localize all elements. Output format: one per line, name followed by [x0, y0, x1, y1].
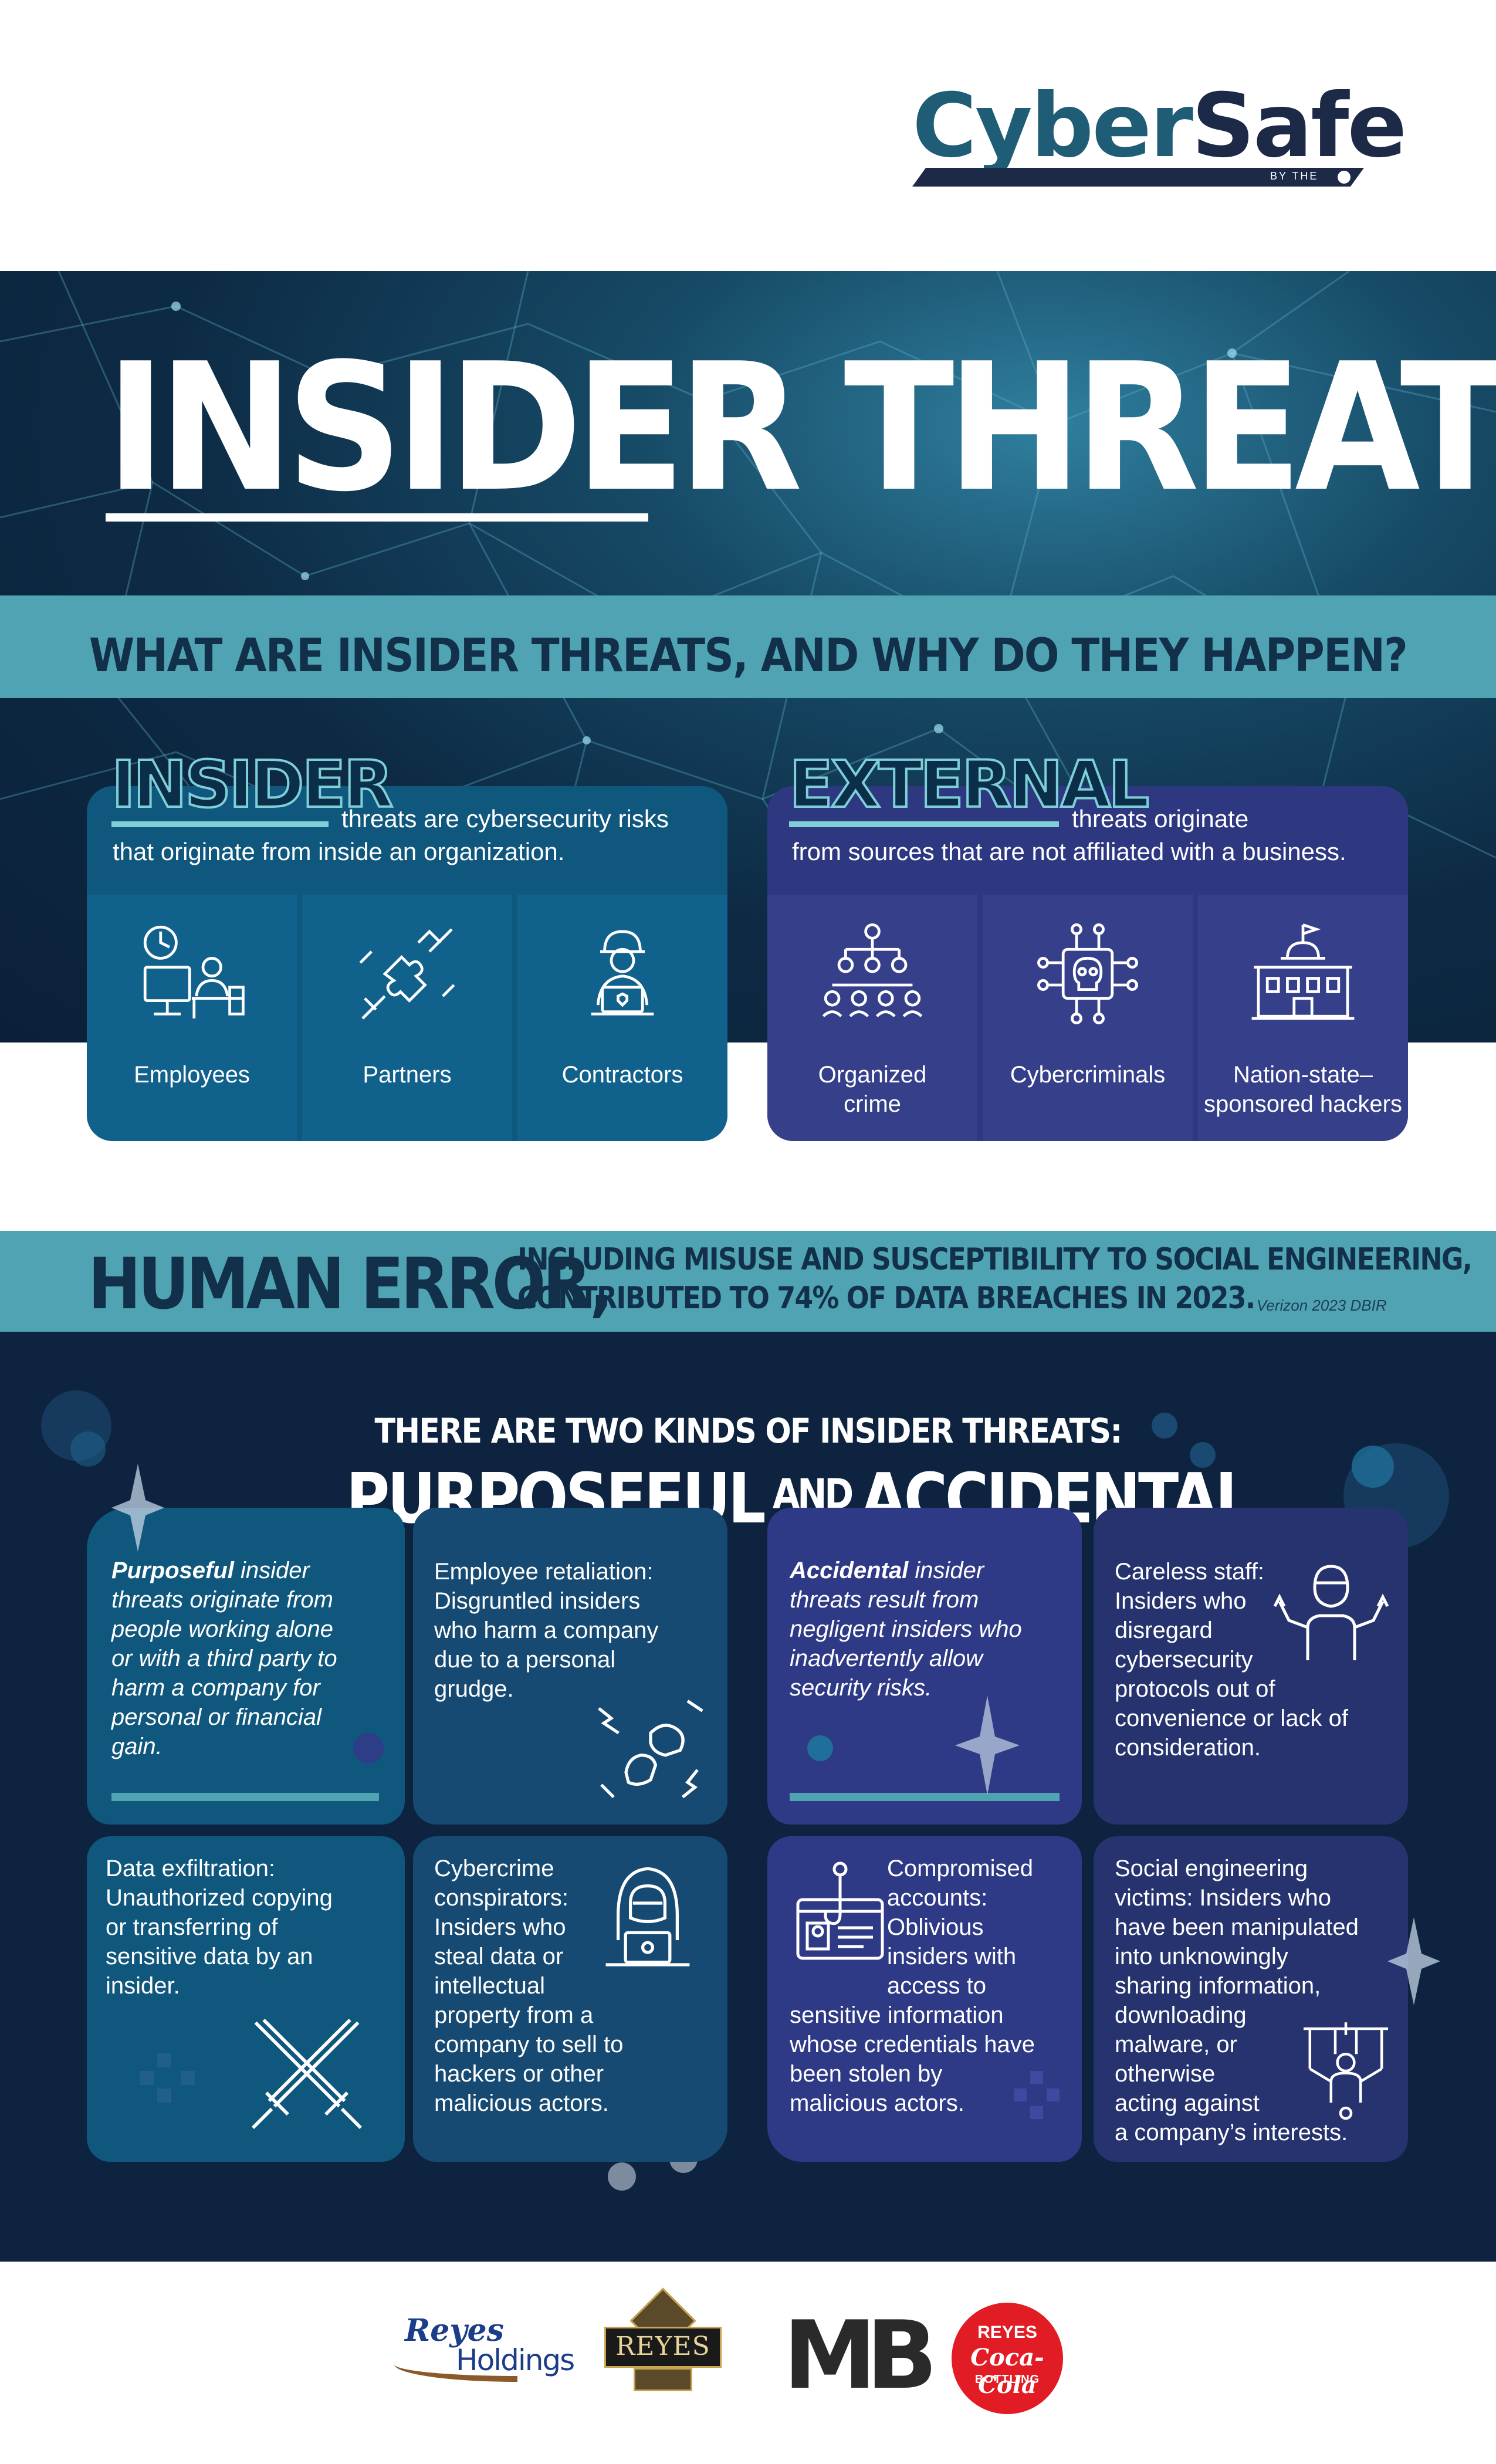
- pixel-blocks-icon: [1014, 2071, 1060, 2119]
- bubble-icon: [807, 1735, 833, 1761]
- external-desc-line2: from sources that are not affiliated wit…: [792, 838, 1346, 865]
- tile-employees: Employees: [87, 895, 297, 1141]
- logo-tagline: BY THE: [1270, 170, 1319, 182]
- human-error-heading: HUMAN ERROR,: [88, 1244, 614, 1325]
- external-heading-underline: [789, 821, 1059, 827]
- partner-logo-footer: [0, 2262, 1496, 2464]
- external-heading: EXTERNAL: [788, 747, 1150, 822]
- contractor-laptop-icon: [591, 930, 654, 1016]
- hooded-hacker-icon: [605, 1867, 690, 1967]
- sparkle-icon: [955, 1695, 1020, 1795]
- card-social-engineering: Social engineering victims: Insiders who…: [1094, 1836, 1408, 2162]
- card-careless-text: Careless staff: Insiders who disregard c…: [1115, 1559, 1349, 1761]
- puppet-strings-icon: [1304, 2022, 1388, 2120]
- external-desc-line1: threats originate: [1072, 805, 1249, 832]
- reyes-holdings-logo-reyes: Reyes: [405, 2313, 504, 2348]
- sparkle-icon: [1387, 1917, 1440, 2005]
- question-heading: WHAT ARE INSIDER THREATS, AND WHY DO THE…: [89, 629, 1408, 682]
- tile-label: Contractors: [561, 1062, 683, 1088]
- tile-label: Employees: [134, 1062, 250, 1088]
- reyes-swoosh-icon: [394, 2364, 517, 2382]
- card-purposeful-text: Purposeful insider threats originate fro…: [111, 1558, 337, 1759]
- insider-heading-underline: [111, 821, 329, 827]
- card-social-text: Social engineering victims: Insiders who…: [1115, 1856, 1359, 2145]
- shrugging-person-icon: [1273, 1565, 1389, 1660]
- card-cybercrime-conspirators: Cybercrime conspirators: Insiders who st…: [413, 1836, 727, 2162]
- card-purposeful: Purposeful insider threats originate fro…: [87, 1508, 405, 1825]
- logo-underbar: [912, 168, 1364, 187]
- crossed-swords-icon: [251, 2018, 363, 2130]
- tile-label: Organized crime: [818, 1062, 927, 1117]
- logo-badge-icon: [1336, 169, 1352, 185]
- coke-logo-script: Coca-Cola: [970, 2344, 1044, 2399]
- card-accidental-rule: [790, 1793, 1060, 1801]
- coke-logo-top: REYES: [977, 2323, 1037, 2342]
- reyes-coca-cola-bottling-logo: REYES Coca-Cola BOTTLING: [952, 2303, 1063, 2414]
- card-accidental: Accidental insider threats result from n…: [767, 1508, 1082, 1825]
- card-accidental-text: Accidental insider threats result from n…: [790, 1558, 1022, 1701]
- question-band: WHAT ARE INSIDER THREATS, AND WHY DO THE…: [0, 595, 1496, 698]
- human-error-line1: INCLUDING MISUSE AND SUSCEPTIBILITY TO S…: [517, 1242, 1473, 1277]
- tile-nation-state: Nation-state– sponsored hackers: [1198, 895, 1408, 1141]
- card-conspirators-text: Cybercrime conspirators: Insiders who st…: [434, 1856, 624, 2116]
- reyes-banner: [604, 2327, 722, 2368]
- reyes-logo-text: REYES: [615, 2331, 710, 2361]
- human-error-band: [0, 1231, 1496, 1332]
- insider-desc-line1: threats are cybersecurity risks: [341, 805, 669, 832]
- skull-chip-icon: [1037, 923, 1138, 1024]
- sparkle-icon: [111, 1464, 164, 1552]
- tile-contractors: Contractors: [517, 895, 727, 1141]
- employee-desk-icon: [143, 925, 245, 1018]
- mb-logo: MB: [783, 2300, 937, 2410]
- tile-label: Cybercriminals: [1010, 1062, 1166, 1088]
- title-underline: [106, 513, 648, 522]
- tile-cybercriminals: Cybercriminals: [983, 895, 1193, 1141]
- tile-label: Nation-state– sponsored hackers: [1204, 1062, 1402, 1117]
- government-building-icon: [1251, 923, 1355, 1020]
- kinds-intro: THERE ARE TWO KINDS OF INSIDER THREATS:: [374, 1411, 1123, 1451]
- tile-partners: Partners: [302, 895, 512, 1141]
- human-error-line2: CONTRIBUTED TO 74% OF DATA BREACHES IN 2…: [517, 1281, 1255, 1316]
- card-retaliation-text: Employee retaliation: Disgruntled inside…: [434, 1559, 659, 1702]
- handshake-puzzle-icon: [359, 928, 455, 1020]
- reyes-holdings-logo: Reyes Holdings: [394, 2313, 575, 2395]
- reyes-logo: REYES: [598, 2287, 727, 2403]
- human-error-source: Verizon 2023 DBIR: [1257, 1297, 1387, 1314]
- bubble-icon: [353, 1733, 384, 1764]
- phishing-hook-card-icon: [796, 1861, 884, 1960]
- card-retaliation: Employee retaliation: Disgruntled inside…: [413, 1508, 727, 1825]
- coke-logo-bottom: BOTTLING: [974, 2373, 1040, 2386]
- reyes-crest-base-icon: [634, 2368, 692, 2391]
- insider-desc-line2: that originate from inside an organizati…: [113, 838, 565, 865]
- pixel-blocks-icon: [140, 2053, 195, 2103]
- card-compromised-text-top: Compromised accounts: Oblivious insiders…: [887, 1856, 1033, 1999]
- card-compromised-text-bottom: sensitive information whose credentials …: [790, 2002, 1035, 2116]
- tile-organized-crime: Organized crime: [767, 895, 977, 1141]
- card-compromised-accounts: Compromised accounts: Oblivious insiders…: [767, 1836, 1082, 2162]
- card-careless-staff: Careless staff: Insiders who disregard c…: [1094, 1508, 1408, 1825]
- card-data-exfiltration: Data exfiltration: Unauthorized copying …: [87, 1836, 405, 2162]
- card-exfiltration-text: Data exfiltration: Unauthorized copying …: [106, 1856, 333, 1999]
- tile-label: Partners: [363, 1062, 452, 1088]
- org-chart-icon: [822, 923, 923, 1017]
- insider-heading: INSIDER: [110, 747, 394, 822]
- logo-wordmark: CyberSafe: [912, 75, 1407, 177]
- cybersafe-logo: CyberSafe BY THE: [912, 82, 1417, 199]
- fist-bump-icon: [598, 1700, 703, 1799]
- page-title: INSIDER THREATS: [106, 326, 1496, 530]
- card-purposeful-rule: [111, 1793, 379, 1801]
- page-header: [0, 0, 1496, 271]
